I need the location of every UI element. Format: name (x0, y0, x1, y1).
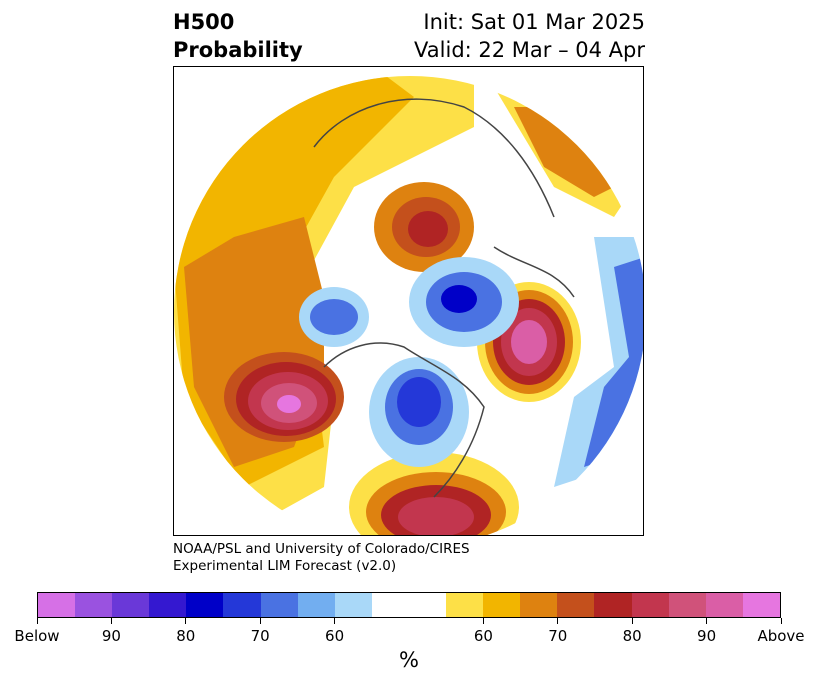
cold-core (397, 377, 441, 427)
colorbar-tick (259, 618, 261, 624)
colorbar-segment (408, 593, 447, 617)
colorbar-segment (38, 593, 76, 617)
warm-core (511, 320, 547, 364)
colorbar-segment (75, 593, 113, 617)
warm-core (277, 395, 301, 413)
colorbar-segment (371, 593, 409, 617)
cold-core (441, 285, 477, 313)
colorbar-tick (482, 618, 484, 624)
colorbar-tick (110, 618, 112, 624)
map-canvas (174, 76, 643, 535)
colorbar-tick-label: Below (14, 627, 60, 645)
colorbar-segment (742, 593, 780, 617)
colorbar-tick-label: 70 (250, 627, 270, 645)
colorbar-tick-label: Above (757, 627, 805, 645)
colorbar-tick-label: 90 (697, 627, 717, 645)
init-date: Init: Sat 01 Mar 2025 (423, 10, 645, 34)
colorbar-tick (36, 618, 38, 624)
colorbar-tick-label: 80 (176, 627, 196, 645)
colorbar-segment (631, 593, 669, 617)
warm-core (408, 211, 448, 247)
colorbar-tick-label: 60 (473, 627, 493, 645)
colorbar-tick-label: 80 (622, 627, 642, 645)
map-title: H500 Probability (173, 8, 303, 64)
colorbar-tick-label: 60 (325, 627, 345, 645)
colorbar-segment (297, 593, 335, 617)
valid-range: Valid: 22 Mar – 04 Apr (414, 38, 645, 62)
colorbar-tick (334, 618, 336, 624)
colorbar-segment (223, 593, 261, 617)
title-line-2: Probability (173, 38, 303, 62)
colorbar-segment (668, 593, 706, 617)
cold-core (310, 299, 358, 335)
colorbar-segment (520, 593, 558, 617)
map-dates: Init: Sat 01 Mar 2025 Valid: 22 Mar – 04… (414, 8, 645, 64)
colorbar-segment (705, 593, 743, 617)
colorbar-tick (557, 618, 559, 624)
colorbar-segment (149, 593, 187, 617)
colorbar-segment (334, 593, 372, 617)
colorbar-tick-label: 90 (101, 627, 121, 645)
credit-line-1: NOAA/PSL and University of Colorado/CIRE… (173, 541, 470, 557)
colorbar-segment (112, 593, 150, 617)
coastline (313, 98, 575, 498)
colorbar-segment (594, 593, 632, 617)
colorbar-tick-label: 70 (548, 627, 568, 645)
colorbar-unit: % (399, 648, 419, 672)
credit-line-2: Experimental LIM Forecast (v2.0) (173, 558, 397, 574)
credit-text: NOAA/PSL and University of Colorado/CIRE… (173, 541, 470, 575)
colorbar-segment (186, 593, 224, 617)
colorbar-tick (631, 618, 633, 624)
colorbar-tick (780, 618, 782, 624)
warm-core (398, 497, 474, 535)
colorbar-segment (446, 593, 484, 617)
title-line-1: H500 (173, 10, 235, 34)
colorbar (37, 592, 781, 618)
colorbar-segment (483, 593, 521, 617)
colorbar-segment (260, 593, 298, 617)
colorbar-segment (557, 593, 595, 617)
colorbar-tick (706, 618, 708, 624)
colorbar-tick (185, 618, 187, 624)
probability-map (173, 66, 644, 536)
warm-anomaly-region (514, 107, 614, 197)
